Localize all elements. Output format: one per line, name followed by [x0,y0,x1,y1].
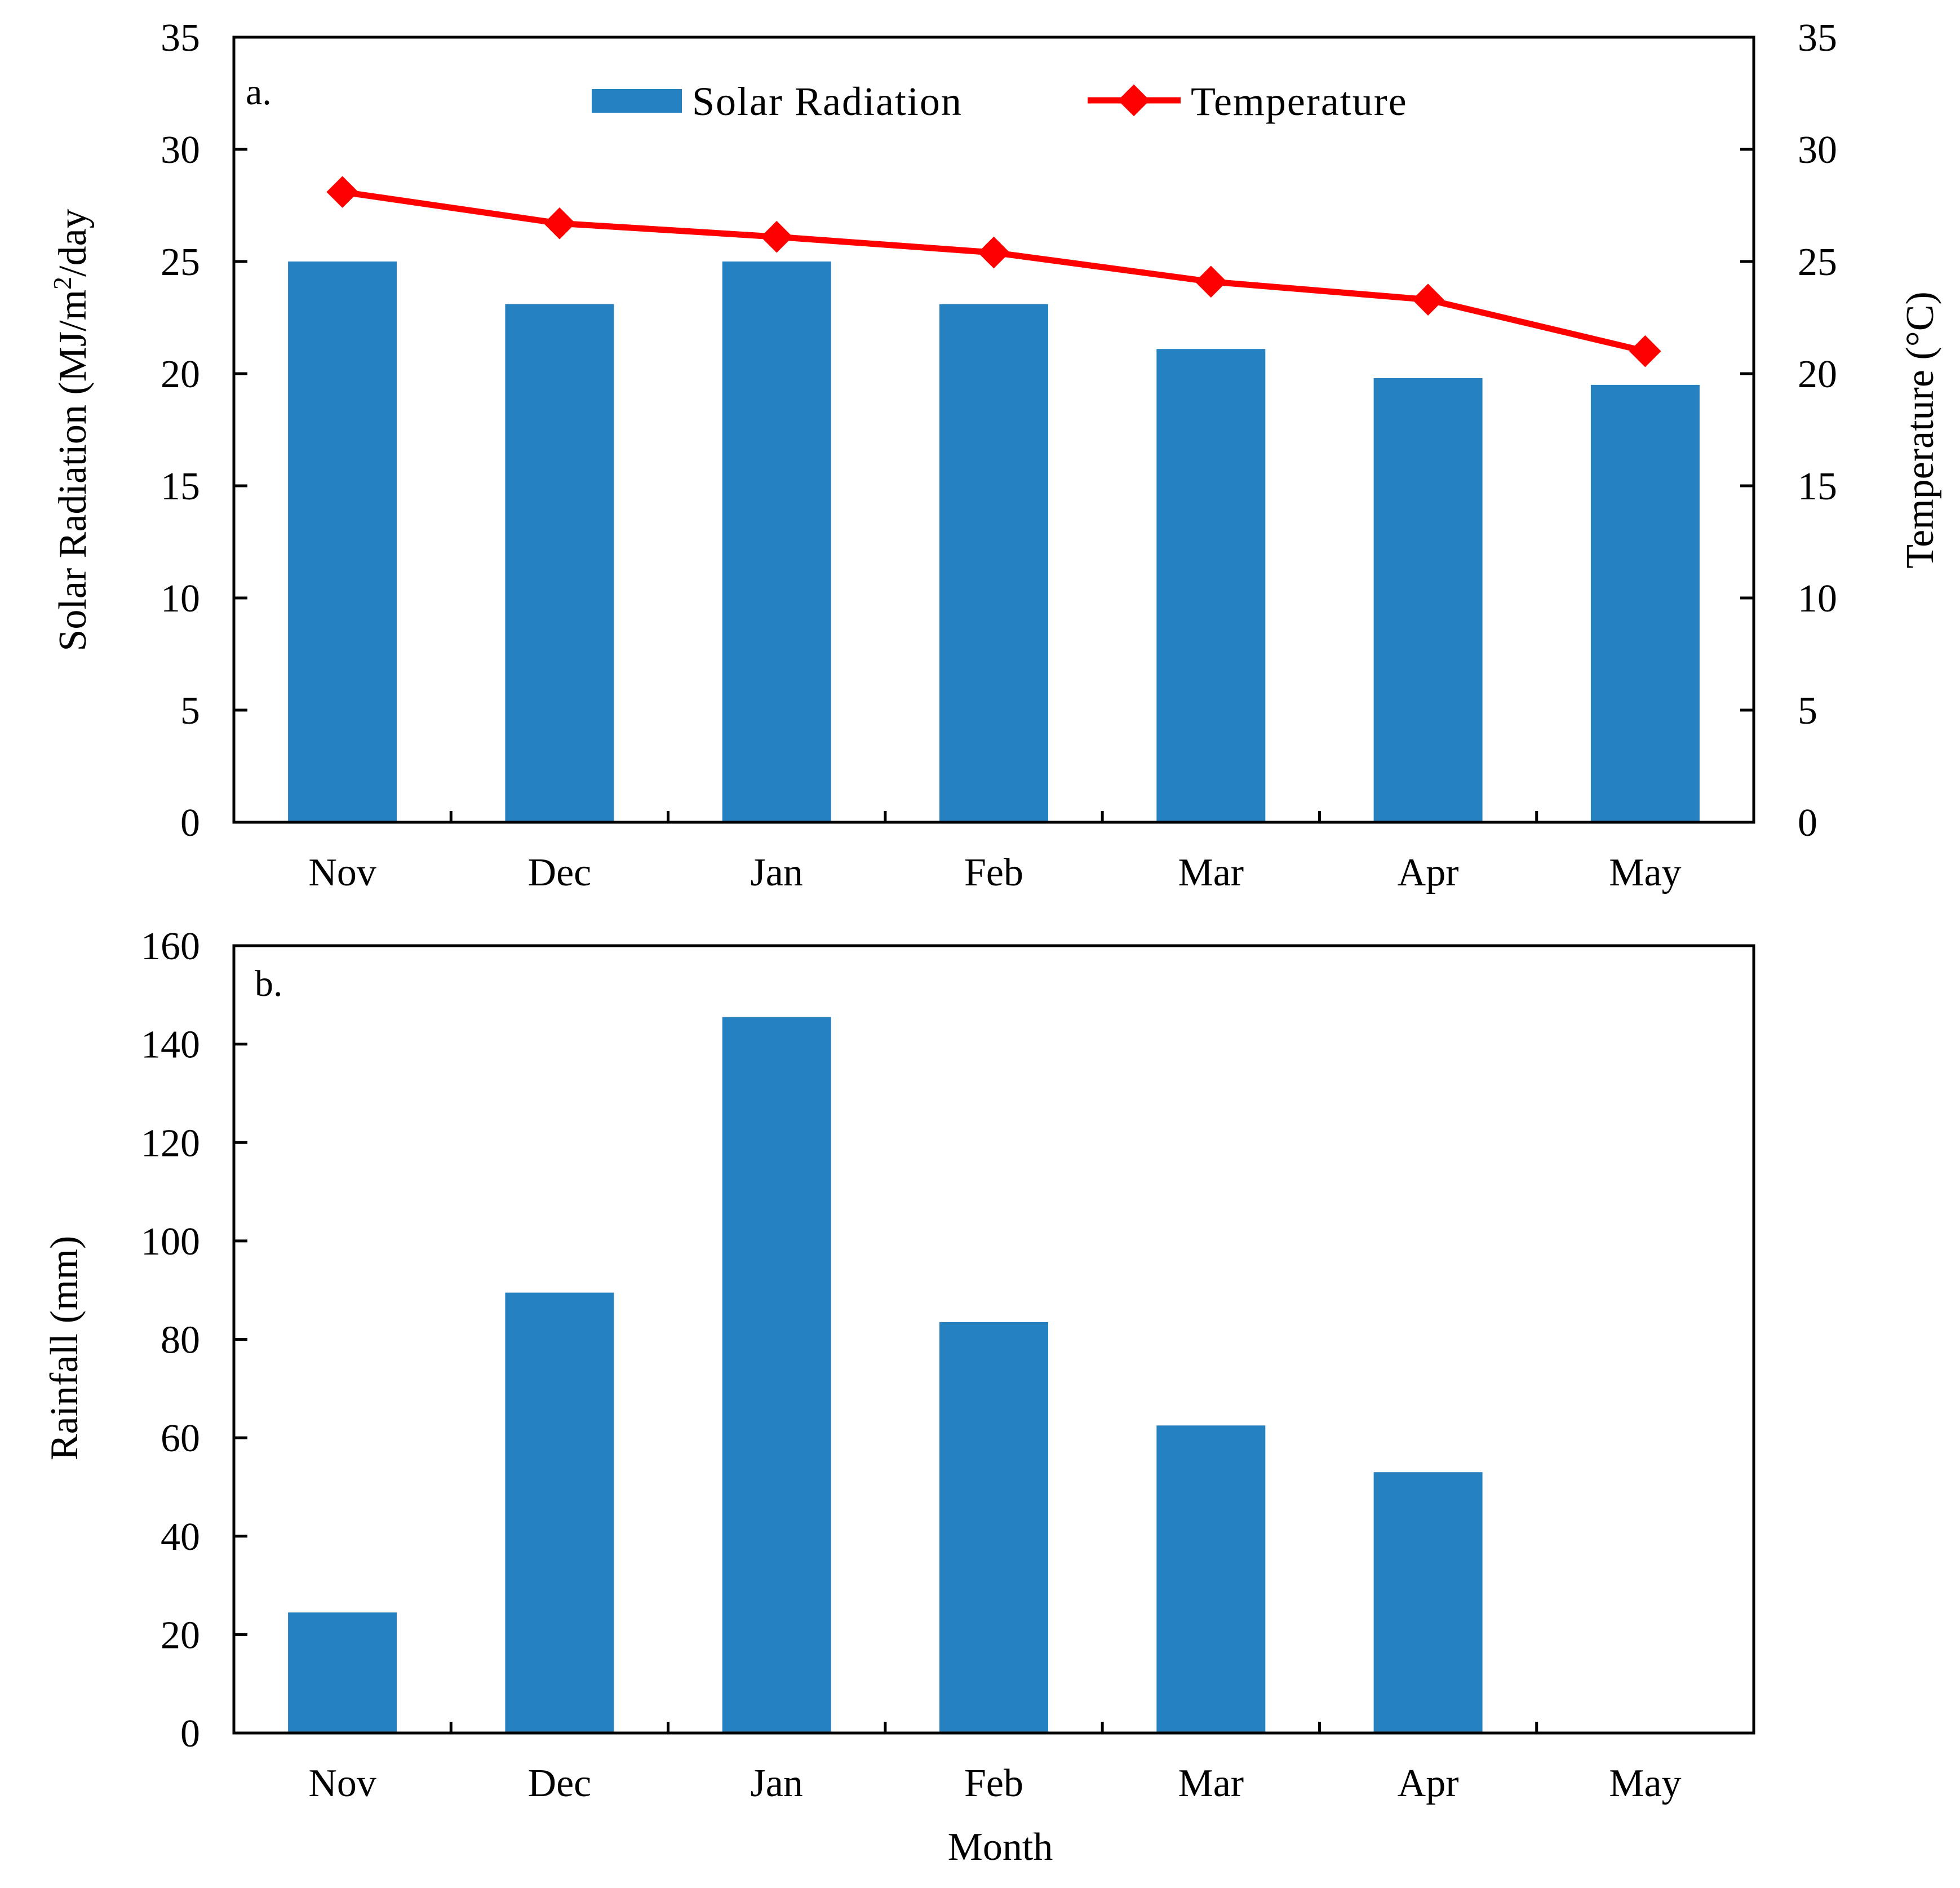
right-y-tick-label: 30 [1798,128,1837,172]
category-label-dec: Dec [528,851,592,894]
rainfall-bar-jan [722,1017,831,1733]
solar-radiation-bar-apr [1373,378,1483,822]
y-tick-label: 20 [161,1614,200,1657]
right-y-tick-label: 35 [1798,16,1837,60]
right-y-tick-label: 20 [1798,353,1837,396]
y-tick-label: 120 [141,1122,200,1165]
panel-b-y-axis-title: Rainfall (mm) [43,1236,86,1461]
panel-a-right-y-ticks: 0 5 10 15 20 25 30 35 [1740,16,1837,845]
y-tick-label: 25 [161,241,200,284]
y-tick-label: 60 [161,1417,200,1460]
right-y-tick-label: 15 [1798,465,1837,508]
temperature-point-jan [760,220,793,253]
temperature-point-dec [543,207,576,240]
y-tick-label: 100 [141,1220,200,1264]
solar-radiation-bar-nov [288,262,397,822]
right-y-tick-label: 25 [1798,241,1837,284]
right-y-tick-label: 0 [1798,801,1817,845]
legend-temperature-label: Temperature [1191,79,1408,124]
temperature-point-may [1629,335,1661,367]
legend-temperature-marker [1118,84,1150,117]
category-label-dec: Dec [528,1762,592,1805]
category-label-apr: Apr [1398,1762,1459,1805]
temperature-point-mar [1195,265,1227,298]
y-tick-label: 40 [161,1515,200,1559]
rainfall-bar-dec [505,1292,614,1733]
category-label-jan: Jan [751,1762,803,1805]
y-tick-label: 0 [180,801,200,845]
right-y-tick-label: 5 [1798,689,1817,733]
rainfall-bar-mar [1156,1425,1266,1733]
panel-a-plot-frame [232,36,1755,824]
panel-b-rainfall-chart: 0 20 40 60 80 100 120 140 160 Nov Dec Jan Feb Mar Apr… [43,925,1755,1869]
y-tick-label: 10 [161,577,200,621]
y-tick-label: 5 [180,689,200,733]
category-label-nov: Nov [308,851,376,894]
panel-b-x-axis-title: Month [948,1825,1053,1869]
panel-a-solar-temperature-chart: 0 5 10 15 20 25 30 35 0 5 10 15 20 25 30 35 Nov Dec Jan F… [48,16,1942,894]
rainfall-bar-nov [288,1612,397,1733]
solar-radiation-bar-feb [939,304,1048,822]
y-tick-label: 160 [141,925,200,968]
temperature-point-nov [326,176,358,208]
temperature-point-feb [978,236,1010,269]
panel-a-legend: Solar Radiation Temperature [592,79,1408,124]
right-y-tick-label: 10 [1798,577,1837,621]
y-tick-label: 35 [161,16,200,60]
solar-radiation-bar-may [1590,384,1700,822]
y-tick-label: 80 [161,1319,200,1362]
rainfall-bars [288,1017,1483,1733]
category-label-may: May [1609,1762,1681,1805]
solar-radiation-bar-dec [505,304,614,822]
category-label-feb: Feb [964,851,1023,894]
y-tick-label: 15 [161,465,200,508]
category-label-nov: Nov [308,1762,376,1805]
category-label-mar: Mar [1178,1762,1244,1805]
y-tick-label: 20 [161,353,200,396]
rainfall-bar-feb [939,1322,1048,1733]
panel-b-y-ticks: 0 20 40 60 80 100 120 140 160 [141,925,247,1756]
panel-b-x-ticks [449,1722,1538,1733]
solar-radiation-bars [288,262,1700,822]
solar-radiation-bar-mar [1156,349,1266,822]
solar-radiation-bar-jan [722,262,831,822]
category-label-apr: Apr [1398,851,1459,894]
y-tick-label: 140 [141,1023,200,1067]
panel-a-category-labels: Nov Dec Jan Feb Mar Apr May [308,851,1681,894]
panel-a-left-y-ticks: 0 5 10 15 20 25 30 35 [161,16,247,845]
panel-a-label: a. [246,72,272,113]
panel-b-category-labels: Nov Dec Jan Feb Mar Apr May [308,1762,1681,1805]
category-label-jan: Jan [751,851,803,894]
legend-solar-radiation-label: Solar Radiation [692,79,963,124]
temperature-point-apr [1412,283,1444,316]
panel-a-x-ticks [449,811,1538,822]
legend-solar-radiation-swatch [592,89,682,113]
y-tick-label: 30 [161,128,200,172]
y-tick-label: 0 [180,1712,200,1756]
category-label-mar: Mar [1178,851,1244,894]
category-label-feb: Feb [964,1762,1023,1805]
panel-a-right-y-axis-title: Temperature (°C) [1899,291,1942,568]
panel-a-left-y-axis-title: Solar Radiation (MJ/m2/day [48,209,95,651]
category-label-may: May [1609,851,1681,894]
rainfall-bar-apr [1373,1472,1483,1733]
panel-b-label: b. [255,963,283,1004]
